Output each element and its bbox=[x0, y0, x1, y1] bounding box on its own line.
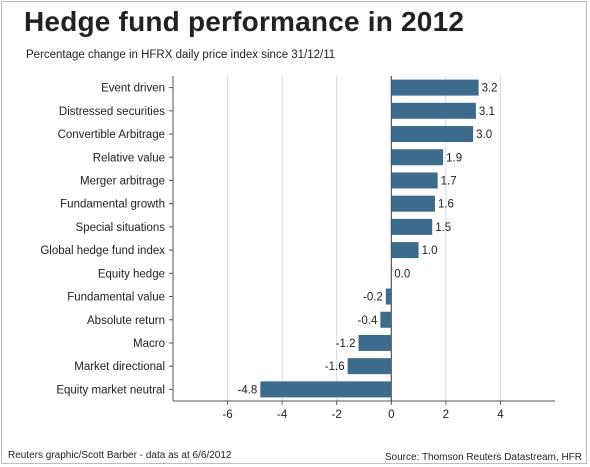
category-label: Global hedge fund index bbox=[40, 245, 165, 257]
chart-subtitle: Percentage change in HFRX daily price in… bbox=[26, 49, 336, 61]
category-label: Merger arbitrage bbox=[80, 175, 165, 187]
bar bbox=[391, 195, 435, 212]
value-label: -1.2 bbox=[336, 338, 356, 350]
x-tick-label: 2 bbox=[443, 409, 449, 421]
bar bbox=[391, 149, 444, 166]
value-label: 0.0 bbox=[394, 268, 410, 280]
value-label: 1.5 bbox=[435, 222, 451, 234]
x-tick-label: -6 bbox=[222, 409, 232, 421]
bars bbox=[260, 79, 479, 398]
category-label: Market directional bbox=[74, 361, 165, 373]
value-label: 3.1 bbox=[479, 106, 495, 118]
bar bbox=[260, 381, 392, 398]
x-tick-label: -2 bbox=[332, 409, 342, 421]
bar bbox=[380, 311, 392, 328]
category-label: Equity market neutral bbox=[56, 384, 165, 396]
category-label: Macro bbox=[133, 338, 165, 350]
category-label: Distressed securities bbox=[59, 106, 165, 118]
value-label: 1.6 bbox=[438, 199, 454, 211]
value-label: 3.2 bbox=[482, 83, 498, 95]
labels: Event driven 3.2 Distressed securities 3.1 C… bbox=[40, 83, 497, 397]
value-label: -0.4 bbox=[358, 315, 378, 327]
x-tick-label: 0 bbox=[388, 409, 394, 421]
value-label: -0.2 bbox=[363, 292, 383, 304]
category-label: Fundamental growth bbox=[60, 199, 165, 211]
category-label: Special situations bbox=[76, 222, 166, 234]
bar bbox=[391, 102, 476, 119]
chart-title: Hedge fund performance in 2012 bbox=[24, 6, 465, 37]
bar bbox=[385, 288, 392, 305]
footer-source: Source: Thomson Reuters Datastream, HFR bbox=[384, 452, 582, 463]
footer-credit: Reuters graphic/Scott Barber - data as a… bbox=[8, 450, 232, 461]
category-label: Relative value bbox=[93, 152, 165, 164]
category-label: Equity hedge bbox=[98, 268, 165, 280]
category-label: Fundamental value bbox=[67, 292, 165, 304]
value-label: -4.8 bbox=[237, 384, 257, 396]
bar bbox=[391, 79, 479, 96]
bar bbox=[391, 218, 433, 235]
value-label: 1.9 bbox=[446, 152, 462, 164]
value-label: 1.0 bbox=[422, 245, 438, 257]
category-label: Convertible Arbitrage bbox=[58, 129, 165, 141]
bar bbox=[391, 172, 438, 189]
x-tick-label: -4 bbox=[277, 409, 288, 421]
value-label: 1.7 bbox=[441, 175, 457, 187]
bar bbox=[391, 242, 419, 259]
grid-lines bbox=[227, 76, 501, 401]
bar bbox=[358, 334, 392, 351]
bar bbox=[391, 126, 474, 143]
value-label: 3.0 bbox=[476, 129, 492, 141]
bar bbox=[347, 358, 392, 375]
value-label: -1.6 bbox=[325, 361, 345, 373]
category-label: Absolute return bbox=[87, 315, 165, 327]
x-tick-label: 4 bbox=[497, 409, 504, 421]
category-label: Event driven bbox=[101, 83, 165, 95]
